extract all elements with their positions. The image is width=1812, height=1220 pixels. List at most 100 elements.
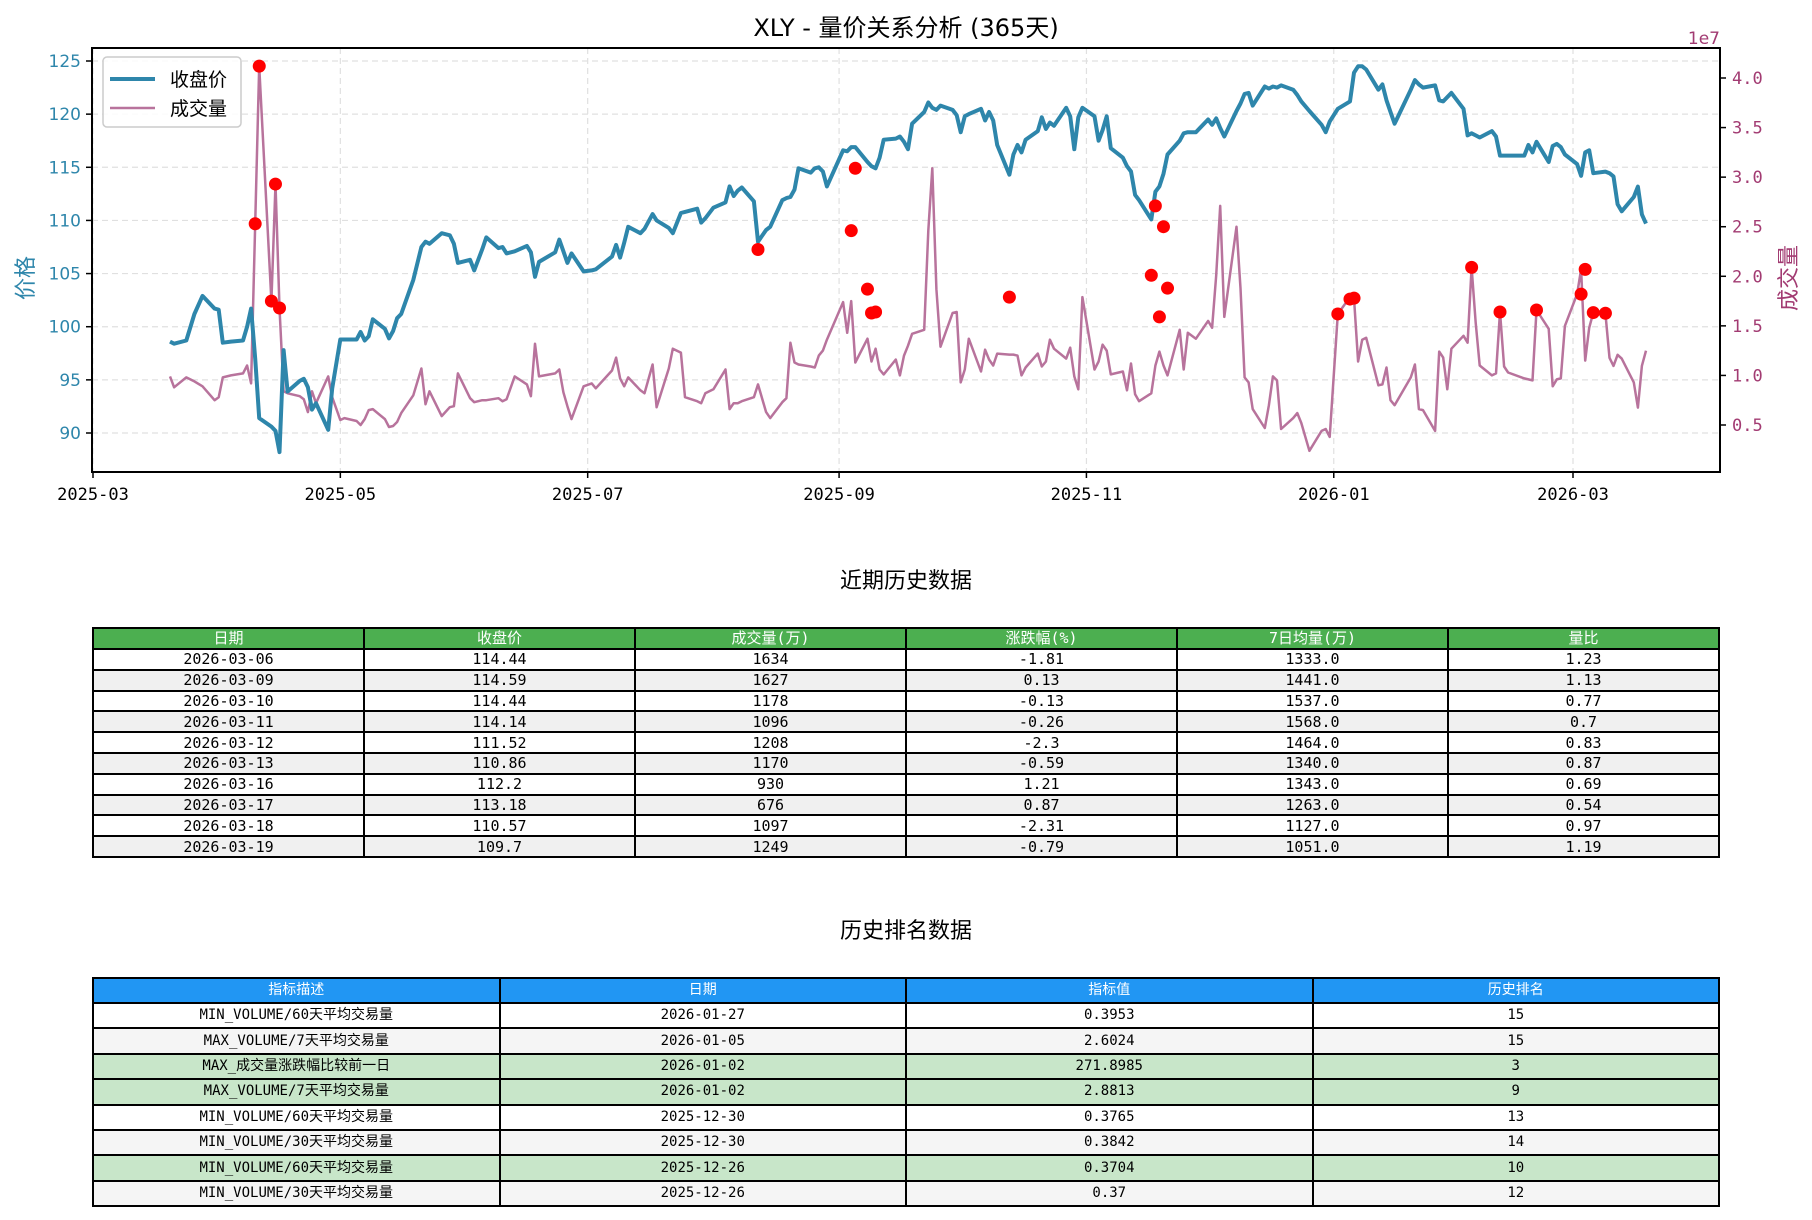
date-tick-label: 2025-11 [1051, 485, 1123, 505]
price-tick-label: 95 [59, 371, 81, 391]
volume-spike-marker [273, 301, 287, 315]
volume-spike-markers [248, 59, 1612, 324]
price-tick-label: 110 [49, 211, 81, 231]
volume-spike-marker [1331, 307, 1345, 321]
column-header: 日期 [92, 627, 365, 650]
price-tick-label: 105 [49, 265, 81, 285]
table-cell: 1441.0 [1176, 668, 1449, 692]
table-cell: 15 [1311, 1027, 1720, 1055]
volume-line [168, 64, 1648, 453]
table-cell: 1464.0 [1176, 731, 1449, 754]
table-cell: -2.31 [905, 814, 1178, 838]
table-cell: 2026-01-02 [498, 1052, 907, 1081]
table-row: MIN_VOLUME/30天平均交易量 2025-12-26 0.37 12 [92, 1179, 1720, 1208]
table-cell: -1.81 [905, 648, 1178, 671]
table-cell: 1127.0 [1176, 814, 1449, 838]
table-cell: -0.26 [905, 710, 1178, 734]
volume-spike-marker [248, 217, 262, 231]
table-cell: 1097 [634, 814, 907, 838]
date-tick-label: 2025-03 [57, 485, 129, 505]
price-tick-label: 115 [49, 158, 81, 178]
table-cell: 0.97 [1447, 814, 1720, 838]
volume-axis-label: 成交量 [1777, 245, 1802, 311]
volume-spike-marker [1578, 262, 1592, 276]
table-row: MAX_成交量涨跌幅比较前一日 2026-01-02 271.8985 3 [92, 1052, 1720, 1081]
volume-tick-label: 3.0 [1732, 168, 1763, 188]
table-cell: 112.2 [363, 772, 636, 796]
table-cell: 271.8985 [905, 1052, 1314, 1081]
table-cell: 3 [1311, 1052, 1720, 1081]
volume-tick-label: 2.5 [1732, 218, 1763, 238]
ranking-table-title: 历史排名数据 [839, 919, 972, 944]
table-cell: MIN_VOLUME/30天平均交易量 [92, 1128, 501, 1157]
table-cell: 114.44 [363, 689, 636, 713]
date-tick-label: 2026-01 [1298, 485, 1370, 505]
table-cell: 1.13 [1447, 668, 1720, 692]
recent-table-title: 近期历史数据 [839, 569, 972, 594]
column-header: 指标描述 [92, 977, 501, 1004]
table-row: 2026-03-19 109.7 1249 -0.79 1051.0 1.19 [92, 835, 1720, 858]
table-cell: MAX_成交量涨跌幅比较前一日 [92, 1052, 501, 1081]
table-cell: 0.3704 [905, 1154, 1314, 1182]
plot-frame [91, 47, 1721, 473]
table-cell: 0.69 [1447, 772, 1720, 796]
volume-spike-marker [1598, 306, 1612, 320]
table-cell: -0.13 [905, 689, 1178, 713]
table-row: 2026-03-11 114.14 1096 -0.26 1568.0 0.7 [92, 710, 1720, 734]
price-tick-label: 90 [59, 424, 81, 444]
table-cell: 1343.0 [1176, 772, 1449, 796]
table-cell: 12 [1311, 1179, 1720, 1208]
table-cell: 1340.0 [1176, 751, 1449, 775]
table-cell: 110.86 [363, 751, 636, 775]
table-cell: 2.8813 [905, 1078, 1314, 1106]
table-row: 2026-03-12 111.52 1208 -2.3 1464.0 0.83 [92, 731, 1720, 754]
table-cell: 1.23 [1447, 648, 1720, 671]
table-cell: 1627 [634, 668, 907, 692]
table-row: 2026-03-18 110.57 1097 -2.31 1127.0 0.97 [92, 814, 1720, 838]
volume-spike-marker [1144, 268, 1158, 282]
table-cell: 2026-03-09 [92, 668, 365, 692]
legend: 收盘价 成交量 [102, 56, 242, 128]
volume-tick-label: 0.5 [1732, 416, 1763, 436]
table-cell: 0.3842 [905, 1128, 1314, 1157]
volume-tick-label: 1.0 [1732, 366, 1763, 386]
table-cell: 2026-03-19 [92, 835, 365, 858]
table-cell: 14 [1311, 1128, 1720, 1157]
price-tick-label: 100 [49, 318, 81, 338]
price-axis: 90 95 100 105 110 115 120 125 [49, 52, 92, 444]
column-header: 成交量(万) [634, 627, 907, 650]
chart-title: XLY - 量价关系分析 (365天) [753, 14, 1058, 42]
table-cell: 2026-03-13 [92, 751, 365, 775]
date-tick-label: 2025-07 [552, 485, 624, 505]
table-row: MIN_VOLUME/60天平均交易量 2025-12-30 0.3765 13 [92, 1103, 1720, 1131]
table-cell: 15 [1311, 1001, 1720, 1030]
column-header: 量比 [1447, 627, 1720, 650]
table-cell: 9 [1311, 1078, 1720, 1106]
table-cell: 0.87 [1447, 751, 1720, 775]
table-cell: -0.59 [905, 751, 1178, 775]
table-cell: 2026-03-17 [92, 793, 365, 817]
table-cell: 2025-12-26 [498, 1154, 907, 1182]
volume-spike-marker [844, 224, 858, 238]
table-cell: 2026-03-06 [92, 648, 365, 671]
volume-axis-offset: 1e7 [1688, 29, 1720, 49]
table-cell: 1096 [634, 710, 907, 734]
table-cell: 110.57 [363, 814, 636, 838]
table-cell: 1249 [634, 835, 907, 858]
table-cell: 10 [1311, 1154, 1720, 1182]
table-cell: 2026-01-27 [498, 1001, 907, 1030]
table-cell: 0.87 [905, 793, 1178, 817]
grid-lines [92, 48, 1720, 472]
price-axis-label: 价格 [14, 256, 39, 300]
volume-spike-marker [1156, 220, 1170, 234]
table-cell: 113.18 [363, 793, 636, 817]
volume-spike-marker [1530, 303, 1544, 317]
recent-history-table: 日期 收盘价 成交量(万) 涨跌幅(%) 7日均量(万) 量比 2026-03-06 114… [92, 627, 1720, 858]
date-tick-label: 2025-09 [803, 485, 875, 505]
table-cell: 2.6024 [905, 1027, 1314, 1055]
table-row: 2026-03-17 113.18 676 0.87 1263.0 0.54 [92, 793, 1720, 817]
table-row: 2026-03-16 112.2 930 1.21 1343.0 0.69 [92, 772, 1720, 796]
volume-spike-marker [1152, 310, 1166, 324]
table-cell: 1.21 [905, 772, 1178, 796]
table-cell: 1178 [634, 689, 907, 713]
